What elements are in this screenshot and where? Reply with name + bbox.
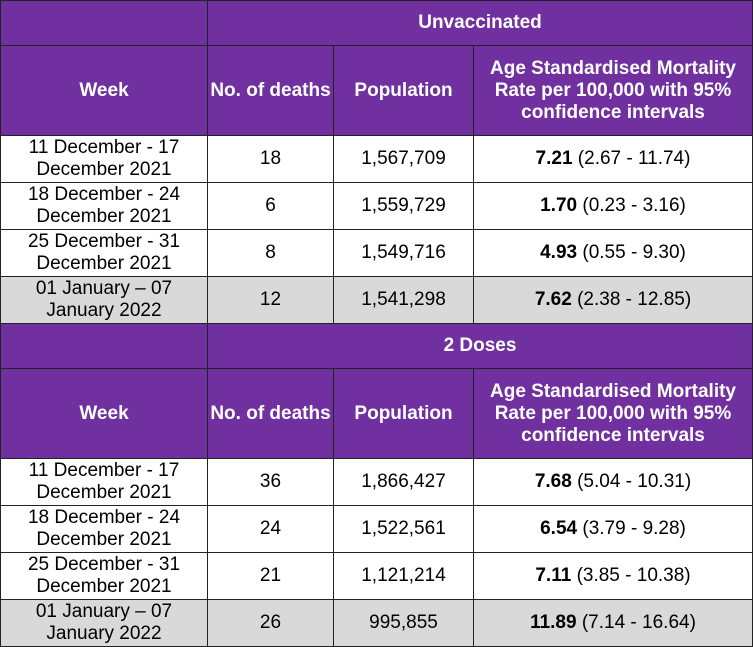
rate-cell: 7.11 (3.85 - 10.38) — [473, 552, 753, 600]
blank-header-cell — [0, 323, 208, 369]
rate-cell: 7.62 (2.38 - 12.85) — [473, 276, 753, 324]
table-row: 11 December - 17 December 2021 18 1,567,… — [0, 135, 753, 183]
rate-value: 4.93 — [540, 242, 578, 263]
deaths-cell: 21 — [207, 552, 334, 600]
rate-header: Age Standardised Mortality Rate per 100,… — [473, 45, 753, 136]
table-row: 01 January – 07 January 2022 26 995,855 … — [0, 599, 753, 647]
rate-value: 7.11 — [535, 565, 572, 586]
week-cell: 11 December - 17 December 2021 — [0, 458, 208, 506]
population-cell: 1,559,729 — [333, 182, 474, 230]
column-header-row: Week No. of deaths Population Age Standa… — [0, 368, 753, 459]
population-cell: 1,121,214 — [333, 552, 474, 600]
deaths-cell: 26 — [207, 599, 334, 647]
table-row: 25 December - 31 December 2021 8 1,549,7… — [0, 229, 753, 277]
week-cell: 25 December - 31 December 2021 — [0, 229, 208, 277]
week-cell: 01 January – 07 January 2022 — [0, 599, 208, 647]
population-cell: 1,541,298 — [333, 276, 474, 324]
rate-cell: 7.68 (5.04 - 10.31) — [473, 458, 753, 506]
confidence-interval: (3.79 - 9.28) — [582, 518, 686, 539]
rate-value: 7.68 — [534, 471, 572, 492]
section-title: 2 Doses — [207, 323, 753, 369]
rate-cell: 7.21 (2.67 - 11.74) — [473, 135, 753, 183]
population-header: Population — [333, 368, 474, 459]
deaths-cell: 6 — [207, 182, 334, 230]
week-header: Week — [0, 45, 208, 136]
confidence-interval: (2.38 - 12.85) — [577, 289, 692, 310]
rate-cell: 4.93 (0.55 - 9.30) — [473, 229, 753, 277]
section-title-row: 2 Doses — [0, 323, 753, 369]
rate-cell: 6.54 (3.79 - 9.28) — [473, 505, 753, 553]
population-cell: 1,866,427 — [333, 458, 474, 506]
table-row: 11 December - 17 December 2021 36 1,866,… — [0, 458, 753, 506]
section-title-row: Unvaccinated — [0, 0, 753, 46]
rate-value: 6.54 — [540, 518, 578, 539]
week-cell: 01 January – 07 January 2022 — [0, 276, 208, 324]
table-row: 25 December - 31 December 2021 21 1,121,… — [0, 552, 753, 600]
confidence-interval: (2.67 - 11.74) — [577, 148, 691, 169]
table-row: 01 January – 07 January 2022 12 1,541,29… — [0, 276, 753, 324]
table-row: 18 December - 24 December 2021 24 1,522,… — [0, 505, 753, 553]
population-cell: 1,522,561 — [333, 505, 474, 553]
rate-cell: 1.70 (0.23 - 3.16) — [473, 182, 753, 230]
confidence-interval: (0.23 - 3.16) — [582, 195, 686, 216]
table-row: 18 December - 24 December 2021 6 1,559,7… — [0, 182, 753, 230]
deaths-cell: 24 — [207, 505, 334, 553]
population-cell: 1,567,709 — [333, 135, 474, 183]
rate-value: 1.70 — [540, 195, 578, 216]
week-cell: 18 December - 24 December 2021 — [0, 505, 208, 553]
confidence-interval: (3.85 - 10.38) — [576, 565, 691, 586]
confidence-interval: (5.04 - 10.31) — [577, 471, 692, 492]
population-cell: 995,855 — [333, 599, 474, 647]
week-cell: 11 December - 17 December 2021 — [0, 135, 208, 183]
deaths-cell: 36 — [207, 458, 334, 506]
week-cell: 18 December - 24 December 2021 — [0, 182, 208, 230]
week-cell: 25 December - 31 December 2021 — [0, 552, 208, 600]
deaths-header: No. of deaths — [207, 368, 334, 459]
week-header: Week — [0, 368, 208, 459]
rate-value: 7.21 — [535, 148, 573, 169]
deaths-cell: 12 — [207, 276, 334, 324]
rate-value: 11.89 — [530, 612, 577, 633]
section-title: Unvaccinated — [207, 0, 753, 46]
rate-header: Age Standardised Mortality Rate per 100,… — [473, 368, 753, 459]
population-header: Population — [333, 45, 474, 136]
confidence-interval: (7.14 - 16.64) — [581, 612, 696, 633]
rate-cell: 11.89 (7.14 - 16.64) — [473, 599, 753, 647]
column-header-row: Week No. of deaths Population Age Standa… — [0, 45, 753, 136]
deaths-header: No. of deaths — [207, 45, 334, 136]
deaths-cell: 18 — [207, 135, 334, 183]
rate-value: 7.62 — [534, 289, 572, 310]
deaths-cell: 8 — [207, 229, 334, 277]
confidence-interval: (0.55 - 9.30) — [582, 242, 686, 263]
blank-header-cell — [0, 0, 208, 46]
population-cell: 1,549,716 — [333, 229, 474, 277]
